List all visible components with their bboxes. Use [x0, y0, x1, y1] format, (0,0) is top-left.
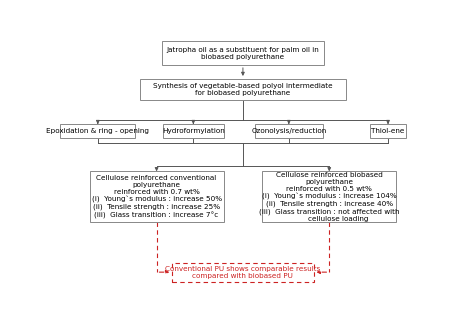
Text: Thiol-ene: Thiol-ene — [371, 128, 405, 134]
FancyBboxPatch shape — [90, 171, 224, 222]
Text: Cellulose reinforced biobased
polyurethane
reinforced with 0.5 wt%
(i)  Young`s : Cellulose reinforced biobased polyuretha… — [259, 172, 400, 222]
FancyBboxPatch shape — [163, 124, 224, 138]
FancyBboxPatch shape — [262, 171, 396, 222]
Text: Cellulose reinforced conventional
polyurethane
reinforced with 0.7 wt%
(i)  Youn: Cellulose reinforced conventional polyur… — [91, 175, 222, 218]
FancyBboxPatch shape — [172, 263, 314, 282]
FancyBboxPatch shape — [255, 124, 323, 138]
Text: Hydroformylation: Hydroformylation — [162, 128, 225, 134]
FancyBboxPatch shape — [60, 124, 136, 138]
FancyBboxPatch shape — [370, 124, 406, 138]
Text: Ozonolysis/reduction: Ozonolysis/reduction — [251, 128, 327, 134]
FancyBboxPatch shape — [162, 41, 324, 65]
FancyBboxPatch shape — [140, 79, 346, 100]
Text: Jatropha oil as a substituent for palm oil in
biobased polyurethane: Jatropha oil as a substituent for palm o… — [166, 46, 319, 60]
Text: Epoxidation & ring - opening: Epoxidation & ring - opening — [46, 128, 149, 134]
Text: Synthesis of vegetable-based polyol intermediate
for biobased polyurethane: Synthesis of vegetable-based polyol inte… — [153, 83, 333, 96]
Text: Conventional PU shows comparable results
compared with biobased PU: Conventional PU shows comparable results… — [165, 266, 320, 279]
